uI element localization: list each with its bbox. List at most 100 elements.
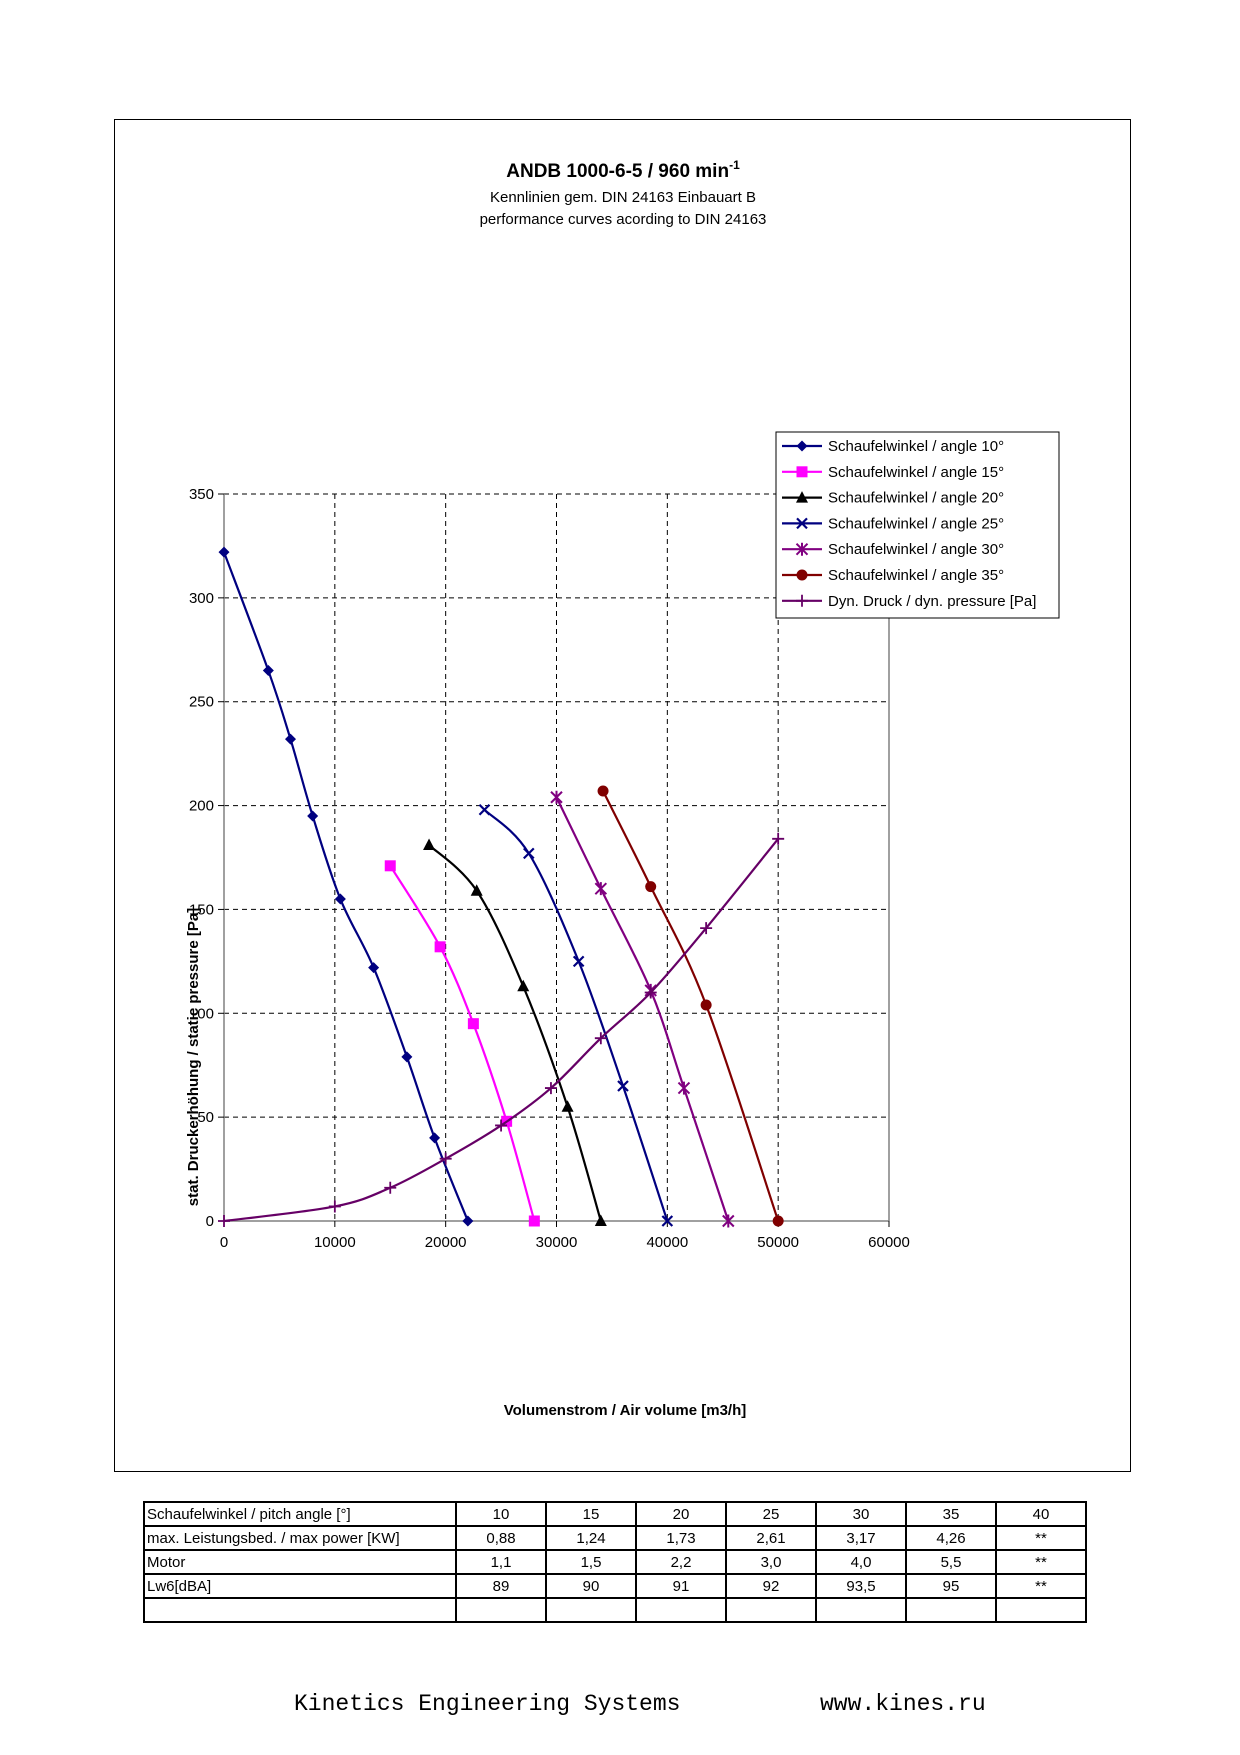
data-point [544,1082,557,1095]
x-tick-label: 20000 [425,1234,467,1251]
table-row: Schaufelwinkel / pitch angle [°] 10 15 20 25… [143,1501,1087,1527]
footer-company: Kinetics Engineering Systems [294,1691,681,1717]
table-cell: 2,61 [725,1525,817,1551]
table-cell: 0,88 [455,1525,547,1551]
x-axis-label: Volumenstrom / Air volume [m3/h] [504,1402,747,1419]
table-cell: 10 [455,1501,547,1527]
footer: Kinetics Engineering Systems www.kines.r… [0,1691,1240,1721]
legend-label: Schaufelwinkel / angle 30° [828,541,1004,558]
y-tick-label: 100 [189,1005,214,1022]
table-cell: 25 [725,1501,817,1527]
series-line [389,865,536,1222]
table-cell [725,1597,817,1623]
grid-lines [224,493,889,1221]
table-cell: 15 [545,1501,637,1527]
table-cell: 92 [725,1573,817,1599]
chart-subtitle-line-2: performance curves acording to DIN 24163 [480,211,767,228]
data-point [594,882,608,896]
legend-marker [796,491,808,503]
data-point [285,733,296,745]
table-cell: 1,1 [455,1549,547,1575]
legend-label: Schaufelwinkel / angle 15° [828,464,1004,481]
data-point [478,803,491,816]
legend-entry: Schaufelwinkel / angle 10° [782,438,1004,455]
series-0 [218,546,474,1227]
table-cell [635,1597,727,1623]
table-cell: 40 [995,1501,1087,1527]
series-5 [597,785,784,1227]
chart-subtitle-line-1: Kennlinien gem. DIN 24163 Einbauart B [490,189,756,206]
data-point [523,847,535,860]
y-tick-label: 250 [189,694,214,711]
table-row-label: Motor [143,1549,457,1575]
y-tick-label: 0 [206,1213,214,1230]
data-point [401,1051,413,1063]
table-cell: 1,73 [635,1525,727,1551]
x-tick-label: 0 [220,1234,228,1251]
table-cell: 20 [635,1501,727,1527]
table-cell: 1,24 [545,1525,637,1551]
data-point [594,1214,607,1226]
table-cell: 3,17 [815,1525,907,1551]
data-point [517,979,530,992]
table-cell: 89 [455,1573,547,1599]
table-cell: 30 [815,1501,907,1527]
data-point [423,838,436,851]
table-cell [815,1597,907,1623]
table-cell: 95 [905,1573,997,1599]
y-tick-label: 200 [189,798,214,815]
table-cell [545,1597,637,1623]
table-row [143,1597,1087,1623]
legend-entry: Dyn. Druck / dyn. pressure [Pa] [782,593,1036,610]
table-row: max. Leistungsbed. / max power [KW] 0,88 1… [143,1525,1087,1551]
legend-label: Schaufelwinkel / angle 35° [828,567,1004,584]
chart-title-superscript: -1 [729,158,740,172]
legend-marker [796,440,808,452]
data-point [334,893,346,905]
legend-box [775,431,1060,619]
legend-marker [795,542,809,556]
table-cell [455,1597,547,1623]
footer-url[interactable]: www.kines.ru [820,1691,986,1717]
data-point [262,665,274,677]
legend-entry: Schaufelwinkel / angle 15° [782,464,1004,481]
table-cell: 1,5 [545,1549,637,1575]
table-cell: 4,0 [815,1549,907,1575]
y-tick-label: 150 [189,901,214,918]
legend-entry: Schaufelwinkel / angle 35° [782,567,1004,584]
data-point [384,860,396,872]
legend-marker [796,594,808,607]
legend: Schaufelwinkel / angle 10° Schaufelwinkel… [775,431,1060,619]
y-tick-label: 350 [189,486,214,503]
y-tick-label: 300 [189,590,214,607]
data-point [434,941,446,953]
series-2 [423,838,607,1226]
legend-label: Schaufelwinkel / angle 20° [828,490,1004,507]
table-cell: 93,5 [815,1573,907,1599]
data-point [594,1032,607,1045]
data-point [645,881,657,893]
series-line [223,838,780,1223]
table-row-label: Lw6[dBA] [143,1573,457,1599]
legend-marker [796,466,808,478]
y-axis-label: stat. Druckerhöhung / static pressure [P… [185,908,202,1206]
series-1 [384,860,540,1227]
legend-entry: Schaufelwinkel / angle 20° [782,490,1004,507]
data-point [617,1080,629,1092]
data-point [328,1200,341,1213]
legend-entry: Schaufelwinkel / angle 30° [782,541,1004,558]
data-point [700,922,713,935]
x-tick-label: 30000 [536,1234,578,1251]
data-point [429,1132,441,1144]
data-point [528,1215,540,1227]
data-point [677,1081,691,1095]
table-row-label [143,1597,457,1623]
x-tick-label: 10000 [314,1234,356,1251]
data-point [722,1214,735,1228]
table-cell: 4,26 [905,1525,997,1551]
series-line [428,844,602,1222]
data-series [218,546,785,1228]
legend-label: Dyn. Druck / dyn. pressure [Pa] [828,593,1036,610]
x-tick-label: 60000 [868,1234,910,1251]
table-cell: 2,2 [635,1549,727,1575]
